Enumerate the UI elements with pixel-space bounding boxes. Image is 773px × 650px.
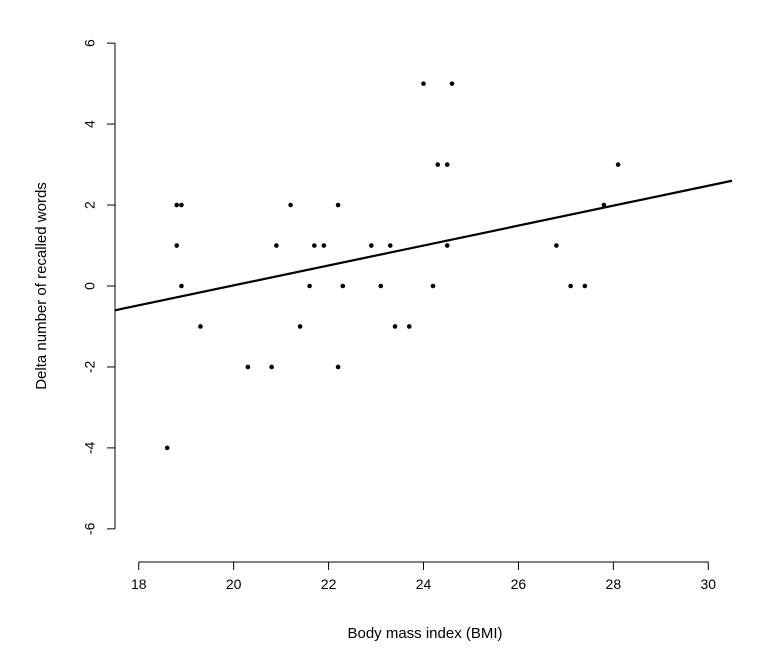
y-tick-label: -2 [82, 361, 98, 374]
regression-line [114, 179, 733, 312]
x-tick-label: 26 [511, 576, 527, 592]
scatter-point [288, 202, 293, 208]
y-tick-label: 6 [82, 39, 98, 47]
y-tick-label: 4 [82, 120, 98, 128]
scatter-point [164, 445, 170, 451]
x-axis-title: Body mass index (BMI) [347, 625, 502, 642]
scatter-point [174, 243, 179, 248]
scatter-point [179, 202, 184, 208]
scatter-point [321, 243, 327, 248]
scatter-point [449, 81, 455, 86]
scatter-point [179, 283, 184, 289]
scatter-point [554, 243, 559, 248]
scatter-point [615, 162, 621, 167]
scatter-point [269, 364, 274, 370]
scatter-point [392, 324, 398, 329]
scatter-point [444, 243, 450, 248]
scatter-point [435, 162, 441, 167]
scatter-point [174, 202, 179, 208]
scatter-point [406, 324, 412, 329]
scatter-point [368, 243, 374, 248]
scatter-point [297, 324, 303, 329]
y-axis: -6 -4 -2 0 2 4 6 [82, 39, 116, 535]
scatter-point [198, 324, 203, 329]
y-tick-label: -6 [82, 522, 98, 535]
scatter-point [378, 283, 384, 289]
x-tick-label: 28 [606, 576, 622, 592]
y-tick-label: -4 [82, 441, 98, 454]
scatter-point [335, 202, 341, 208]
scatter-point [312, 243, 317, 248]
x-tick-label: 24 [416, 576, 432, 592]
scatter-point [601, 202, 607, 208]
x-tick-label: 20 [226, 576, 242, 592]
x-tick-label: 18 [131, 576, 147, 592]
scatter-point [430, 283, 436, 289]
y-tick-label: 0 [82, 282, 98, 290]
x-axis: 18 20 22 24 26 28 30 [131, 561, 716, 592]
y-axis-title: Delta number of recalled words [33, 182, 50, 390]
scatter-point [274, 243, 279, 248]
scatter-point [387, 243, 393, 248]
scatter-point [245, 364, 251, 370]
scatter-point [335, 364, 341, 370]
scatter-point [568, 283, 573, 289]
scatter-point [444, 162, 450, 167]
scatter-point [582, 283, 588, 289]
x-tick-label: 22 [321, 576, 337, 592]
x-tick-label: 30 [700, 576, 716, 592]
scatter-point [307, 283, 312, 289]
y-tick-label: 2 [82, 201, 98, 209]
scatter-point [421, 81, 426, 86]
scatter-point [340, 283, 346, 289]
plot-area [114, 81, 733, 451]
